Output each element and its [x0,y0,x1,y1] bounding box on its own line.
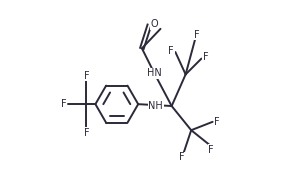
Text: F: F [203,52,208,62]
Text: F: F [209,145,214,155]
Text: F: F [84,128,89,138]
Text: F: F [194,30,200,40]
Text: F: F [168,46,174,56]
Text: F: F [84,71,89,81]
Text: F: F [179,152,184,162]
Text: HN: HN [147,68,161,78]
Text: F: F [61,99,67,109]
Text: F: F [214,117,220,127]
Text: O: O [150,19,158,29]
Text: NH: NH [148,101,163,111]
